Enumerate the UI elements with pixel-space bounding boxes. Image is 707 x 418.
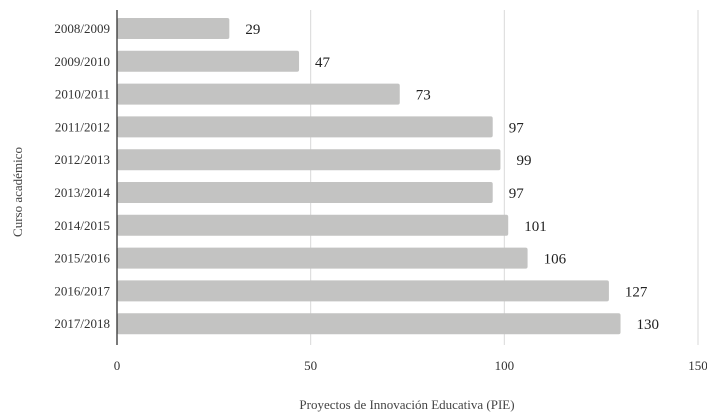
data-label: 97 [509,186,525,202]
category-label: 2017/2018 [54,316,110,331]
bar-2009-2010 [117,50,300,72]
y-axis-title: Curso académico [10,147,25,237]
category-label: 2010/2011 [55,87,110,102]
category-label: 2013/2014 [54,185,110,200]
category-label: 2014/2015 [54,218,110,233]
bar-2016-2017 [117,280,609,302]
category-label: 2015/2016 [54,251,110,266]
bars [117,18,621,335]
data-label: 106 [544,252,567,268]
bar-2015-2016 [117,247,528,269]
data-label: 97 [509,120,525,136]
bar-2014-2015 [117,214,509,236]
x-tick-label: 100 [495,358,515,373]
data-label: 29 [245,22,260,38]
x-axis-title: Proyectos de Innovación Educativa (PIE) [299,397,514,412]
labels: 0 50 100 150 2008/2009 29 2009/2010 47 2010/2011… [54,21,707,373]
category-label: 2009/2010 [54,54,110,69]
data-label: 99 [516,153,531,169]
category-label: 2016/2017 [54,283,110,298]
data-label: 130 [637,317,660,333]
data-label: 101 [524,219,547,235]
x-tick-label: 0 [114,358,121,373]
category-label: 2011/2012 [55,119,110,134]
bar-2017-2018 [117,313,621,335]
bar-2012-2013 [117,149,501,171]
bar-2011-2012 [117,116,493,138]
bar-2010-2011 [117,83,400,105]
bar-2008-2009 [117,18,230,39]
data-label: 127 [625,284,648,300]
x-tick-label: 50 [304,358,317,373]
data-label: 73 [416,88,431,104]
category-label: 2008/2009 [54,21,110,36]
bar-2013-2014 [117,182,493,203]
data-label: 47 [315,55,331,71]
x-tick-label: 150 [688,358,707,373]
category-label: 2012/2013 [54,152,110,167]
